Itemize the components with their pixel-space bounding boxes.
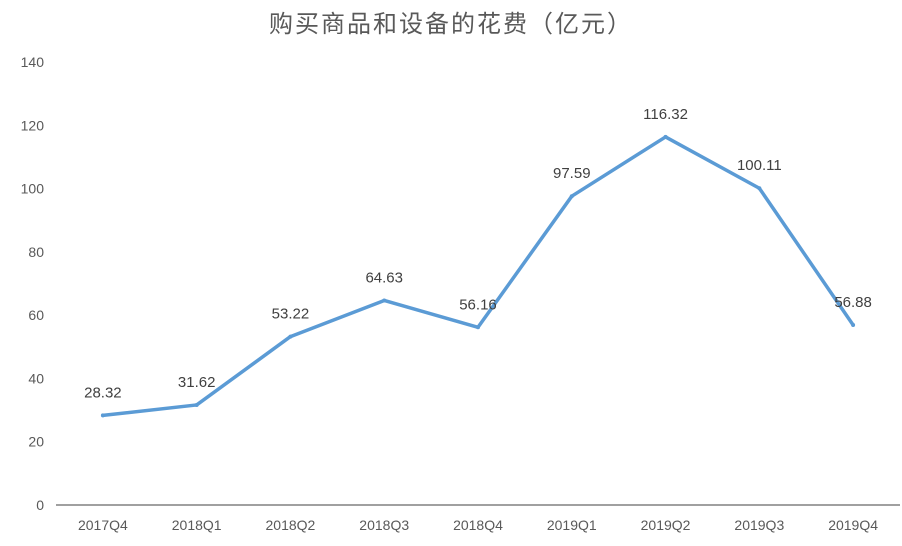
data-point: [100, 413, 105, 418]
y-tick-label: 120: [21, 117, 45, 133]
x-tick-label: 2019Q4: [828, 517, 878, 533]
data-point: [382, 298, 387, 303]
chart-title: 购买商品和设备的花费（亿元）: [269, 10, 633, 38]
y-tick-label: 100: [21, 181, 45, 197]
data-point: [569, 194, 574, 199]
x-tick-label: 2018Q4: [453, 517, 503, 533]
x-tick-label: 2018Q2: [266, 517, 316, 533]
x-tick-label: 2019Q3: [734, 517, 784, 533]
x-tick-label: 2017Q4: [78, 517, 128, 533]
data-label: 116.32: [643, 106, 688, 123]
data-label: 56.16: [459, 296, 497, 313]
x-tick-label: 2019Q1: [547, 517, 597, 533]
x-tick-label: 2019Q2: [641, 517, 691, 533]
y-tick-label: 60: [28, 307, 44, 323]
data-point: [476, 325, 480, 330]
y-tick-label: 80: [28, 244, 44, 260]
data-point: [851, 323, 856, 328]
data-label: 56.88: [834, 294, 872, 311]
data-label: 100.11: [737, 157, 782, 174]
data-point: [757, 186, 762, 191]
y-tick-label: 20: [28, 434, 44, 450]
y-tick-label: 40: [28, 370, 44, 386]
x-tick-label: 2018Q1: [172, 517, 222, 533]
y-tick-label: 0: [36, 497, 44, 513]
data-label: 64.63: [365, 269, 403, 286]
x-tick-label: 2018Q3: [359, 517, 409, 533]
data-label: 31.62: [178, 374, 216, 391]
data-label: 97.59: [553, 165, 591, 182]
data-point: [288, 334, 293, 339]
y-tick-label: 140: [21, 54, 45, 70]
data-point: [194, 402, 199, 407]
data-label: 28.32: [84, 384, 122, 401]
data-label: 53.22: [272, 306, 310, 323]
data-point: [663, 134, 668, 139]
